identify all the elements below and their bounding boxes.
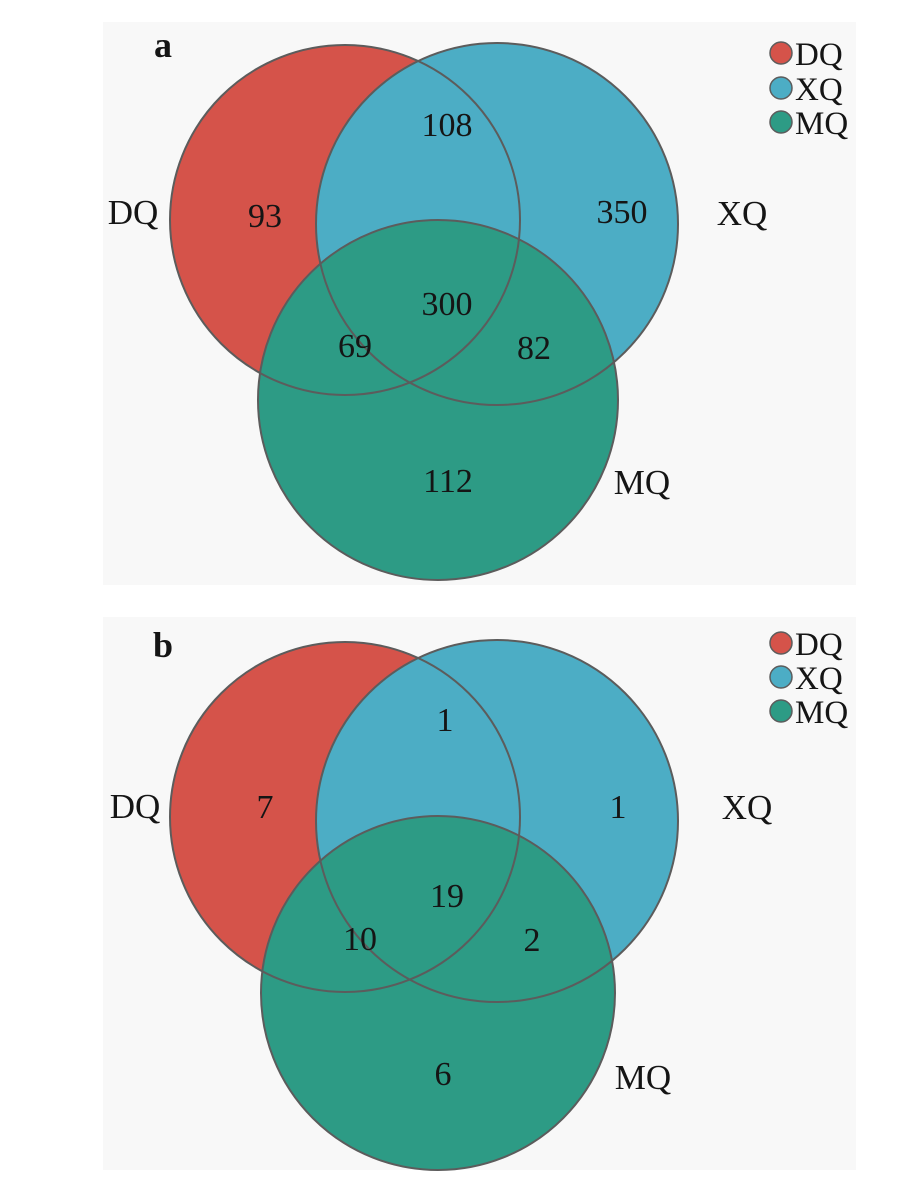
legend-label-mq: MQ xyxy=(795,106,848,142)
count-dq-xq: 108 xyxy=(422,107,473,144)
count-mq-only: 6 xyxy=(435,1056,452,1093)
legend-label-dq: DQ xyxy=(795,627,843,663)
count-mq-only: 112 xyxy=(423,463,473,500)
count-xq-only: 350 xyxy=(597,194,648,231)
legend-b: DQ XQ MQ xyxy=(769,627,848,731)
legend-a: DQ XQ MQ xyxy=(769,37,848,142)
set-label-mq: MQ xyxy=(615,1058,671,1097)
legend-dot-mq xyxy=(769,699,793,723)
count-xq-only: 1 xyxy=(610,789,627,826)
legend-dot-mq xyxy=(769,110,793,134)
venn-panel-a: a DQ XQ MQ 93 108 350 300 69 82 112 DQ X… xyxy=(103,22,856,585)
count-center: 300 xyxy=(422,286,473,323)
count-dq-xq: 1 xyxy=(437,702,454,739)
count-dq-mq: 69 xyxy=(338,328,372,365)
venn-circle-mq xyxy=(258,220,618,580)
legend-dot-dq xyxy=(769,631,793,655)
set-label-xq: XQ xyxy=(722,788,773,827)
venn-panel-b: b DQ XQ MQ 7 1 1 19 10 2 6 DQ XQ MQ xyxy=(103,617,856,1171)
panel-label-b: b xyxy=(153,625,173,665)
venn-outline-dq xyxy=(169,641,521,993)
legend-dot-dq xyxy=(769,41,793,65)
legend-label-mq: MQ xyxy=(795,695,848,731)
venn-outline-mq xyxy=(260,815,616,1171)
venn-outline-xq xyxy=(315,639,679,1003)
count-center: 19 xyxy=(430,878,464,915)
count-xq-mq: 2 xyxy=(524,922,541,959)
count-dq-only: 7 xyxy=(257,789,274,826)
set-label-mq: MQ xyxy=(614,463,670,502)
count-dq-mq: 10 xyxy=(343,921,377,958)
venn-outline-dq xyxy=(169,44,521,396)
legend-label-xq: XQ xyxy=(795,72,843,108)
count-dq-only: 93 xyxy=(248,198,282,235)
legend-dot-xq xyxy=(769,665,793,689)
legend-label-xq: XQ xyxy=(795,661,843,697)
legend-dot-xq xyxy=(769,76,793,100)
panel-label-a: a xyxy=(154,25,172,65)
count-xq-mq: 82 xyxy=(517,330,551,367)
set-label-dq: DQ xyxy=(108,193,159,232)
venn-outline-mq xyxy=(257,219,619,581)
set-label-xq: XQ xyxy=(717,194,768,233)
venn-outline-xq xyxy=(315,42,679,406)
legend-label-dq: DQ xyxy=(795,37,843,73)
set-label-dq: DQ xyxy=(110,787,161,826)
